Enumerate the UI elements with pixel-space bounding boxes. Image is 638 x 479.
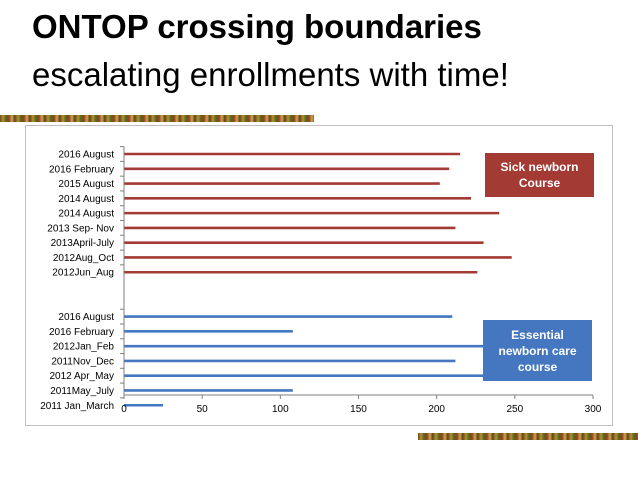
category-label: 2016 February	[49, 327, 114, 338]
category-label: 2011May_July	[50, 386, 114, 397]
slide-subtitle: escalating enrollments with time!	[32, 56, 509, 93]
decorative-divider-top	[0, 115, 314, 122]
legend-ess-line-2: newborn care	[498, 343, 577, 358]
x-tick-label: 50	[197, 404, 209, 415]
category-label: 2011Nov_Dec	[51, 356, 114, 367]
legend-essential-newborn-care: Essential newborn care course	[483, 320, 592, 381]
decorative-divider-bottom	[418, 433, 638, 440]
category-label: 2016 August	[58, 312, 114, 323]
category-label: 2012Jun_Aug	[52, 268, 114, 279]
legend-sick-line-2: Course	[518, 176, 561, 190]
legend-sick-line-1: Sick newborn	[500, 160, 579, 174]
slide-title: ONTOP crossing boundaries	[32, 8, 482, 45]
category-label: 2015 August	[58, 179, 114, 190]
category-label: 2011 Jan_March	[40, 401, 114, 412]
x-tick-label: 100	[272, 404, 289, 415]
category-label: 2016 August	[58, 150, 114, 161]
legend-ess-line-1: Essential	[511, 327, 564, 342]
category-label: 2014 August	[58, 209, 114, 220]
category-label: 2016 February	[49, 164, 114, 175]
x-tick-label: 250	[506, 404, 523, 415]
category-label: 2012 Apr_May	[50, 371, 115, 382]
legend-sick-newborn: Sick newborn Course	[485, 153, 594, 197]
legend-ess-line-3: course	[517, 359, 558, 374]
x-tick-label: 0	[121, 404, 127, 415]
category-label: 2012Aug_Oct	[53, 253, 114, 264]
x-tick-label: 150	[350, 404, 367, 415]
category-label: 2014 August	[58, 194, 114, 205]
category-label: 2013April-July	[51, 238, 114, 249]
x-tick-label: 200	[428, 404, 445, 415]
x-tick-label: 300	[585, 404, 602, 415]
category-label: 2012Jan_Feb	[53, 342, 115, 353]
category-label: 2013 Sep- Nov	[47, 223, 114, 234]
